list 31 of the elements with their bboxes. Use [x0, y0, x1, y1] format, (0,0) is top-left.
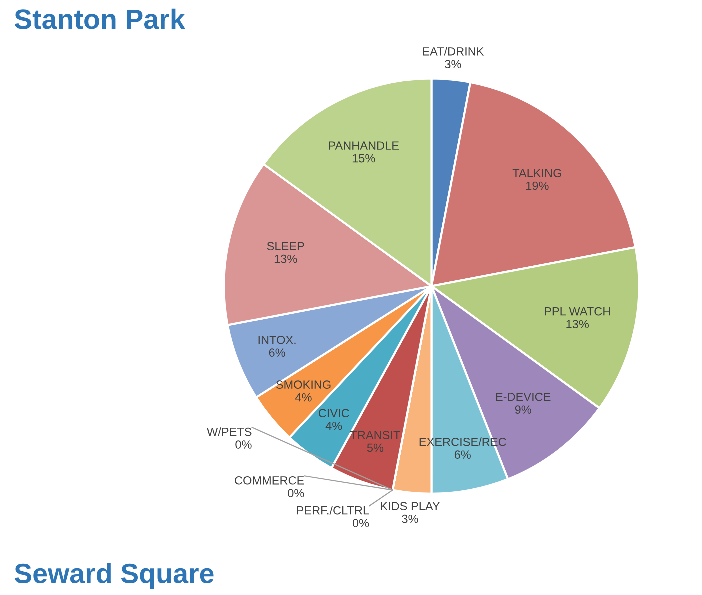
slice-label: TRANSIT [350, 431, 400, 440]
text: 0% [352, 519, 370, 528]
data-label: 19% [526, 182, 549, 190]
data-label: 4% [326, 422, 342, 430]
slice-label: TALKING [512, 169, 562, 178]
slice-label: INTOX. [258, 336, 296, 344]
chart-title: Stanton Park [14, 8, 186, 30]
data-label: 5% [367, 444, 384, 452]
category-label: W/PETS [207, 428, 252, 436]
data-label: 15% [352, 154, 376, 163]
data-label: 6% [269, 348, 286, 358]
text: Seward Square [14, 563, 214, 590]
slice-label: E-DEVICE [496, 392, 551, 402]
slice-label: PPL WATCH [545, 307, 610, 316]
data-label: 4% [295, 393, 312, 402]
slice-label: EAT/DRINK [423, 47, 484, 56]
data-label: 9% [515, 406, 532, 414]
category-label: PERF./CLTRL [297, 506, 370, 515]
data-label: 3% [445, 60, 462, 69]
category-label: COMMERCE [235, 476, 304, 485]
slice-label: SLEEP [267, 242, 304, 251]
text: 0% [236, 440, 252, 449]
slice-label: CIVIC [318, 409, 350, 418]
data-label: 13% [274, 254, 298, 264]
data-label: 3% [402, 514, 418, 524]
slice-label: SMOKING [276, 380, 331, 390]
slice-label: PANHANDLE [329, 142, 400, 150]
data-label: 13% [566, 320, 590, 328]
data-label: 6% [454, 450, 471, 460]
text: 0% [288, 489, 304, 498]
slice-label: KIDS PLAY [381, 502, 440, 511]
